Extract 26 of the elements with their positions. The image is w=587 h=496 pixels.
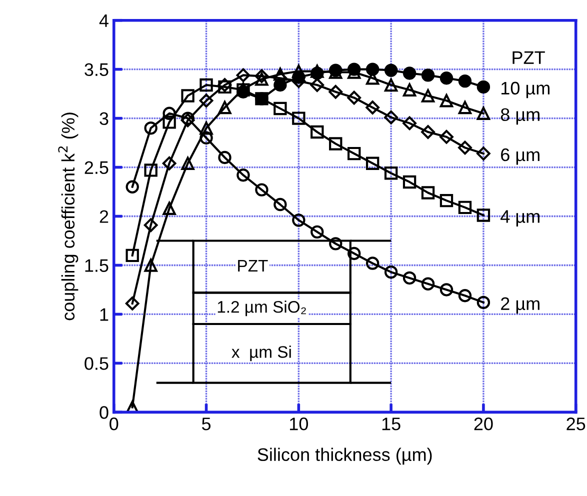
- series-label: 6 µm: [501, 148, 540, 165]
- x-tick-label: 20: [474, 418, 493, 430]
- y-tick-label: 0.5: [84, 357, 108, 370]
- x-tick-label: 25: [566, 418, 586, 430]
- y-tick-label: 1.5: [85, 259, 108, 272]
- series-label: 2 µm: [501, 297, 540, 314]
- annotation: x µm Si: [232, 346, 291, 362]
- x-tick-label: 10: [290, 418, 308, 430]
- x-tick-label: 0: [110, 418, 118, 430]
- y-tick-label: 3.5: [84, 63, 108, 76]
- series-label: 10 µm: [501, 82, 550, 98]
- y-tick-label: 4: [99, 14, 108, 27]
- x-axis-title: Silicon thickness (µm): [258, 448, 432, 465]
- y-tick-label: 1: [100, 308, 108, 321]
- annotation: PZT: [238, 260, 268, 272]
- y-tick-label: 2.5: [84, 161, 108, 174]
- series-label: 4 µm: [500, 210, 540, 226]
- legend-title: PZT: [512, 51, 545, 64]
- y-tick-label: 0: [100, 406, 108, 419]
- y-tick-label: 3: [100, 112, 108, 126]
- x-tick-label: 5: [202, 418, 211, 430]
- y-axis-title: coupling coefficient k$^{2}$ (%): [58, 112, 78, 320]
- y-tick-label: 2: [100, 210, 108, 223]
- x-tick-label: 15: [382, 418, 400, 430]
- series-label: 8 µm: [500, 108, 540, 125]
- annotation: 1.2 µm SiO₂: [218, 300, 306, 316]
